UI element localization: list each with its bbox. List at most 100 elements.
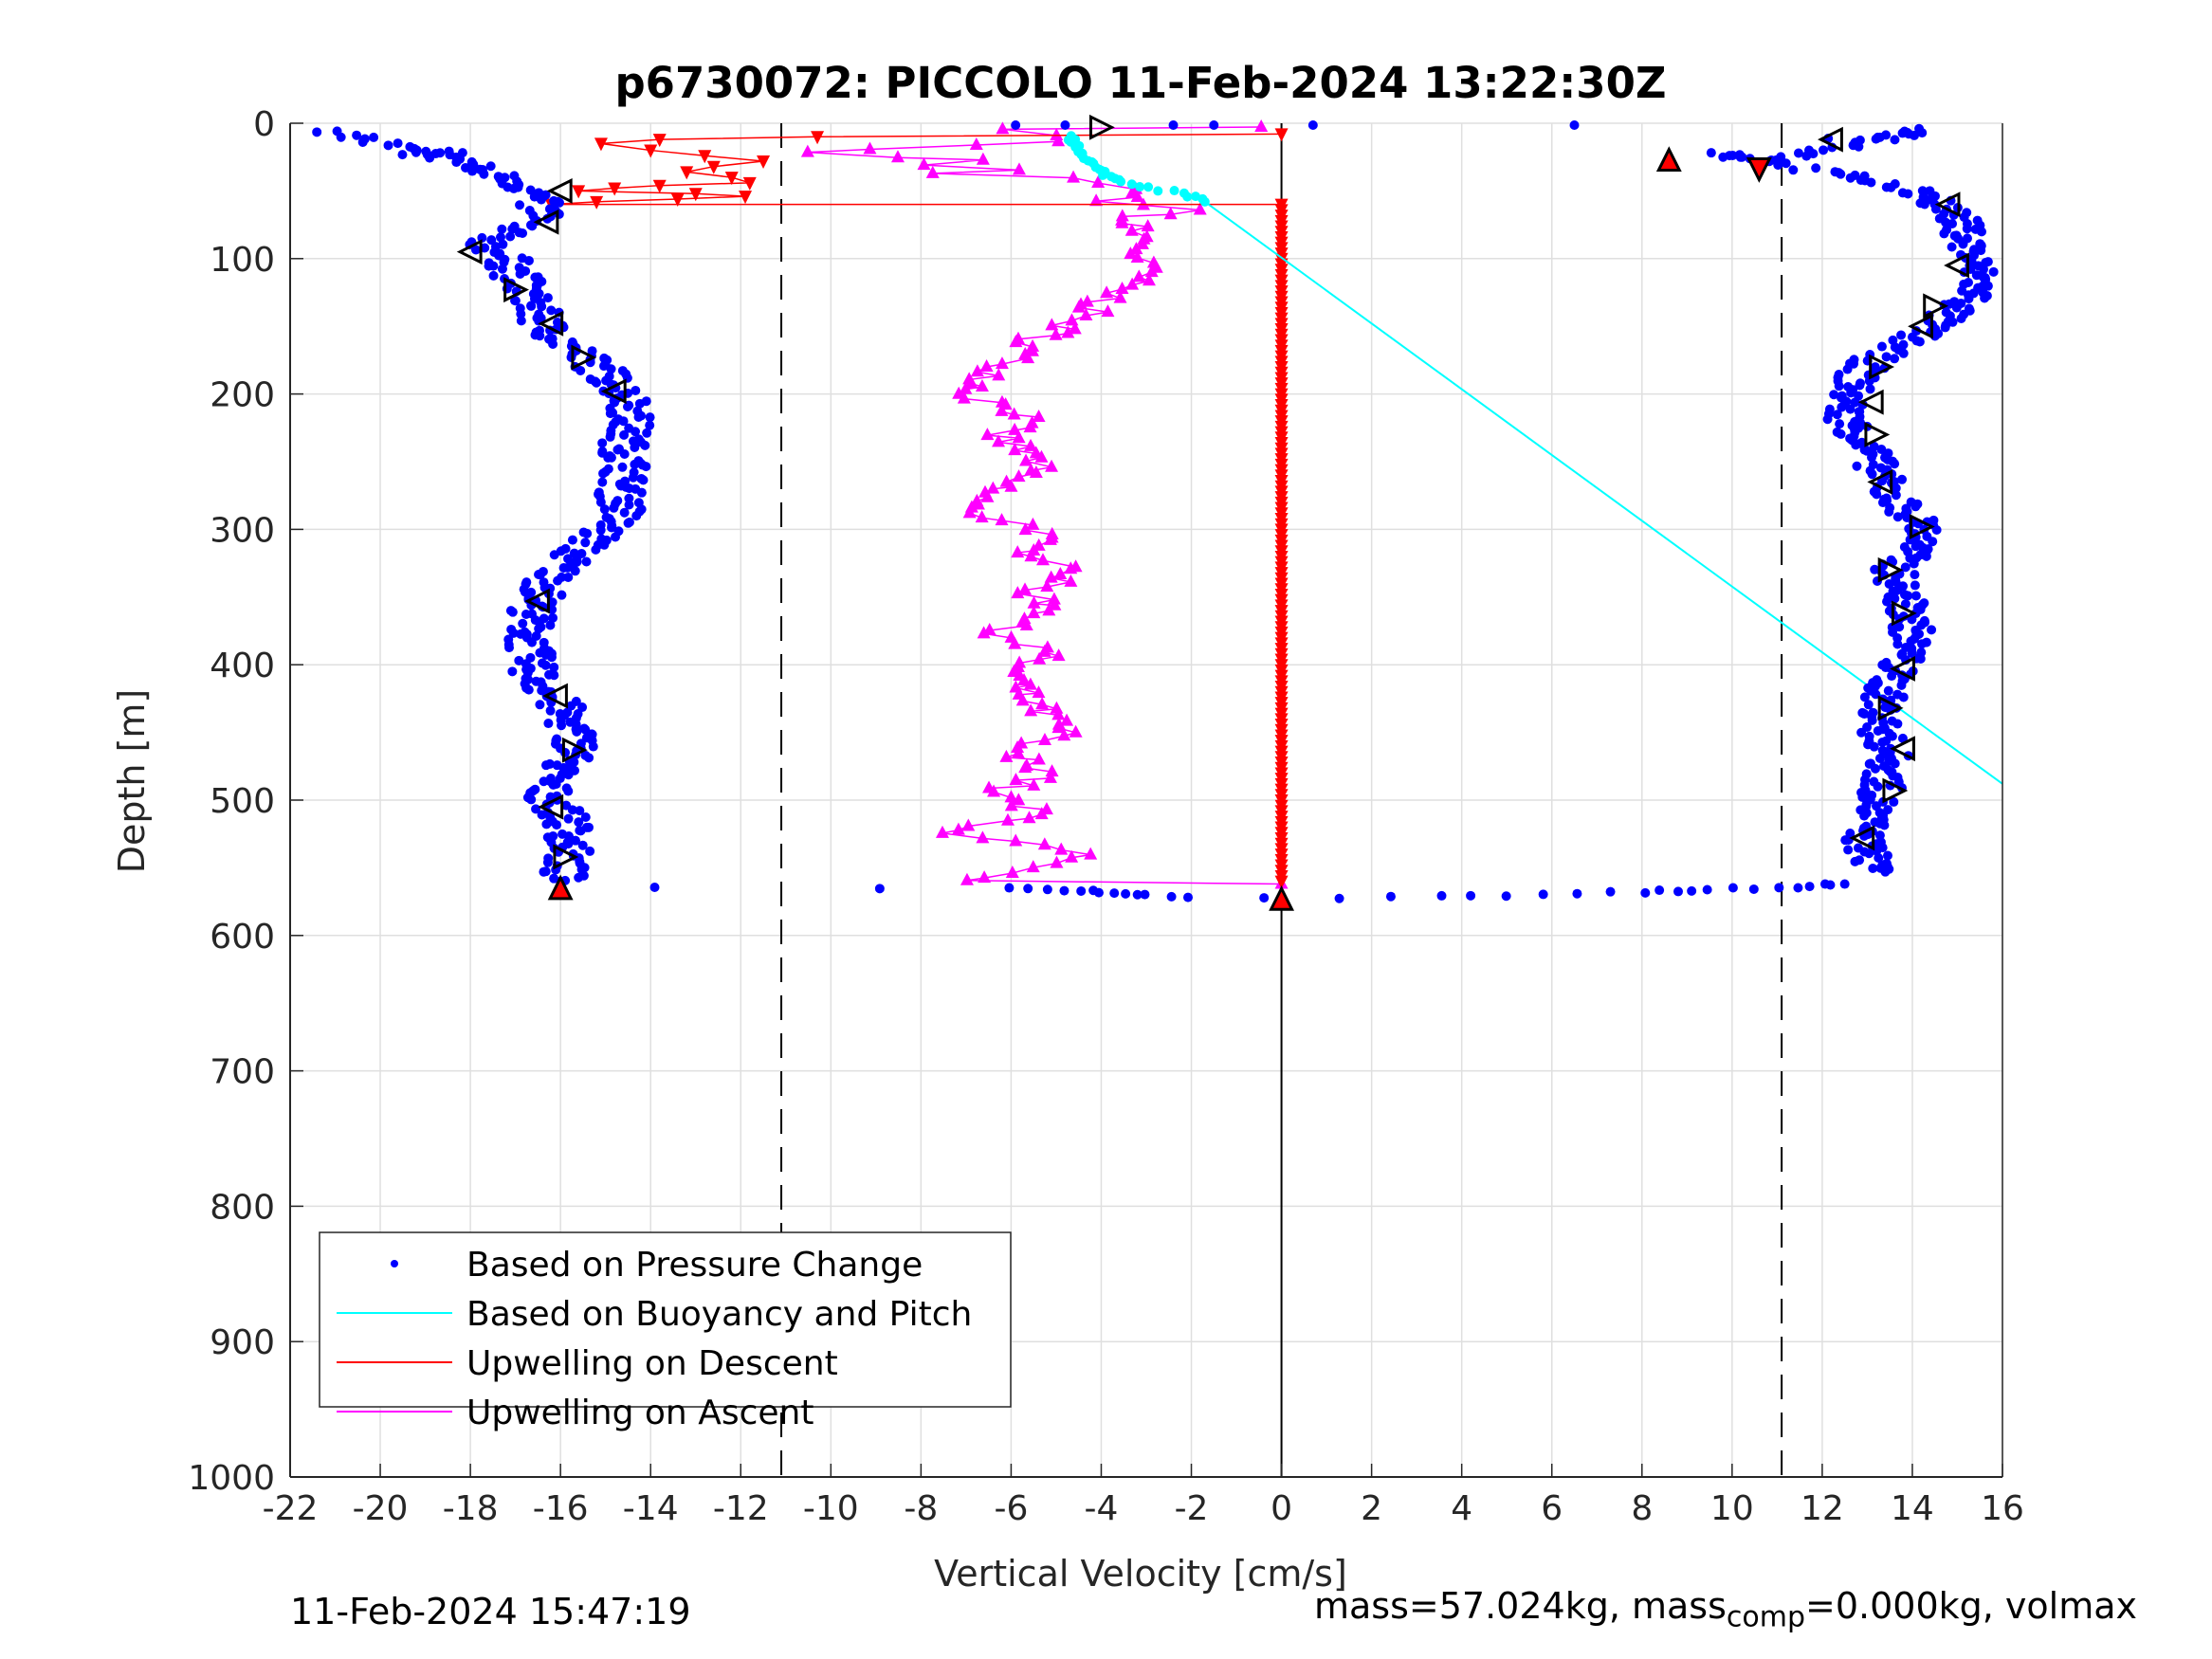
pressure-change-point xyxy=(630,459,640,469)
y-tick-label: 700 xyxy=(210,1053,275,1092)
ascent-upwelling-marker xyxy=(1100,285,1114,299)
ascent-upwelling-marker xyxy=(917,157,931,171)
legend: Based on Pressure Change Based on Buoyanc… xyxy=(319,1231,1012,1432)
ascent-upwelling-marker xyxy=(996,121,1010,135)
profile-marker xyxy=(1890,736,1915,762)
pressure-change-point xyxy=(599,539,610,550)
ascent-upwelling-marker xyxy=(1024,438,1038,451)
ascent-upwelling-marker xyxy=(1012,793,1026,806)
pressure-change-point xyxy=(540,660,551,670)
pressure-change-point xyxy=(1930,204,1941,214)
ascent-upwelling-marker xyxy=(1029,465,1043,478)
ascent-upwelling-marker xyxy=(1068,321,1082,335)
pressure-change-point xyxy=(1899,126,1910,137)
pressure-change-point xyxy=(1892,719,1903,729)
pressure-change-point xyxy=(1874,753,1885,763)
ascent-upwelling-marker xyxy=(986,481,1000,494)
pressure-change-point xyxy=(541,819,552,830)
pressure-change-point xyxy=(563,786,574,796)
pressure-change-point xyxy=(516,316,526,326)
pressure-change-point xyxy=(558,563,569,574)
pressure-change-point xyxy=(1168,120,1179,130)
descent-upwelling-marker xyxy=(652,134,667,148)
ascent-upwelling-marker xyxy=(1135,236,1149,249)
pressure-change-point xyxy=(543,719,554,729)
pressure-change-point xyxy=(549,550,559,560)
pressure-change-point xyxy=(508,183,519,193)
descent-upwelling-marker xyxy=(572,185,586,199)
profile-marker xyxy=(553,844,579,870)
pressure-change-point xyxy=(1023,884,1033,894)
ascent-upwelling-marker xyxy=(1035,553,1050,566)
x-tick-label: 8 xyxy=(1631,1489,1653,1528)
pressure-change-point xyxy=(1832,410,1842,420)
pressure-change-point xyxy=(1900,599,1910,610)
pressure-change-point xyxy=(1781,158,1791,169)
profile-marker xyxy=(1746,157,1772,183)
pressure-change-point xyxy=(1887,671,1897,682)
pressure-change-point xyxy=(1842,364,1853,374)
ascent-upwelling-marker xyxy=(1124,223,1139,236)
pressure-change-point xyxy=(1728,883,1738,893)
ascent-upwelling-marker xyxy=(1064,574,1078,587)
pressure-change-point xyxy=(507,666,518,677)
pressure-change-point xyxy=(1011,120,1021,130)
pressure-change-point xyxy=(1825,880,1836,890)
descent-upwelling-marker xyxy=(644,144,658,158)
pressure-change-point xyxy=(1910,570,1920,580)
pressure-change-point xyxy=(1804,882,1815,892)
pressure-change-point xyxy=(1140,889,1150,900)
pressure-change-point xyxy=(1569,120,1580,130)
pressure-change-point xyxy=(504,643,515,653)
pressure-change-point xyxy=(618,416,629,427)
ascent-upwelling-marker xyxy=(1051,707,1066,720)
pressure-change-point xyxy=(1436,890,1447,901)
ascent-upwelling-marker xyxy=(1032,685,1046,699)
pressure-change-point xyxy=(1093,887,1104,898)
ascent-upwelling-marker xyxy=(1115,282,1129,295)
pressure-change-point xyxy=(1869,441,1879,451)
legend-label: Based on Pressure Change xyxy=(466,1246,923,1285)
pressure-change-point xyxy=(1822,414,1833,425)
pressure-change-point xyxy=(526,794,537,805)
profile-marker xyxy=(538,793,564,820)
ascent-upwelling-marker xyxy=(890,150,905,163)
pressure-change-point xyxy=(1889,796,1899,807)
profile-marker xyxy=(1909,514,1935,539)
pressure-change-point xyxy=(1869,741,1879,752)
pressure-change-point xyxy=(1501,891,1511,902)
pressure-change-point xyxy=(1931,525,1942,536)
ascent-upwelling-marker xyxy=(1045,764,1059,777)
pressure-change-point xyxy=(1917,128,1928,138)
pressure-change-point xyxy=(603,452,613,463)
pressure-change-point xyxy=(1259,893,1270,903)
ascent-upwelling-marker xyxy=(1048,597,1062,611)
pressure-change-point xyxy=(560,747,571,757)
pressure-change-point xyxy=(1837,402,1847,412)
pressure-change-point xyxy=(574,817,584,828)
pressure-change-point xyxy=(1896,330,1907,340)
profile-marker xyxy=(1849,825,1875,851)
pressure-change-point xyxy=(1538,889,1548,900)
buoyancy-pitch-point xyxy=(1199,196,1210,207)
pressure-change-point xyxy=(598,468,609,479)
pressure-change-point xyxy=(1927,625,1937,635)
ascent-upwelling-marker xyxy=(964,375,978,389)
profile-marker xyxy=(1908,313,1933,339)
profile-marker xyxy=(561,737,588,763)
pressure-change-point xyxy=(608,408,618,418)
pressure-change-point xyxy=(619,429,630,440)
ascent-upwelling-marker xyxy=(999,749,1014,762)
ascent-upwelling-marker xyxy=(1034,449,1049,463)
pressure-change-point xyxy=(352,130,362,140)
pressure-change-point xyxy=(1988,266,1999,277)
ascent-upwelling-marker xyxy=(1067,170,1081,183)
ascent-upwelling-marker xyxy=(925,165,940,178)
ascent-upwelling-marker xyxy=(957,391,971,404)
pressure-change-point xyxy=(1856,727,1867,738)
pressure-change-point xyxy=(1854,141,1864,152)
pressure-change-point xyxy=(451,157,462,168)
pressure-change-point xyxy=(1940,322,1950,333)
pressure-change-point xyxy=(617,462,628,472)
pressure-change-point xyxy=(1882,596,1892,607)
